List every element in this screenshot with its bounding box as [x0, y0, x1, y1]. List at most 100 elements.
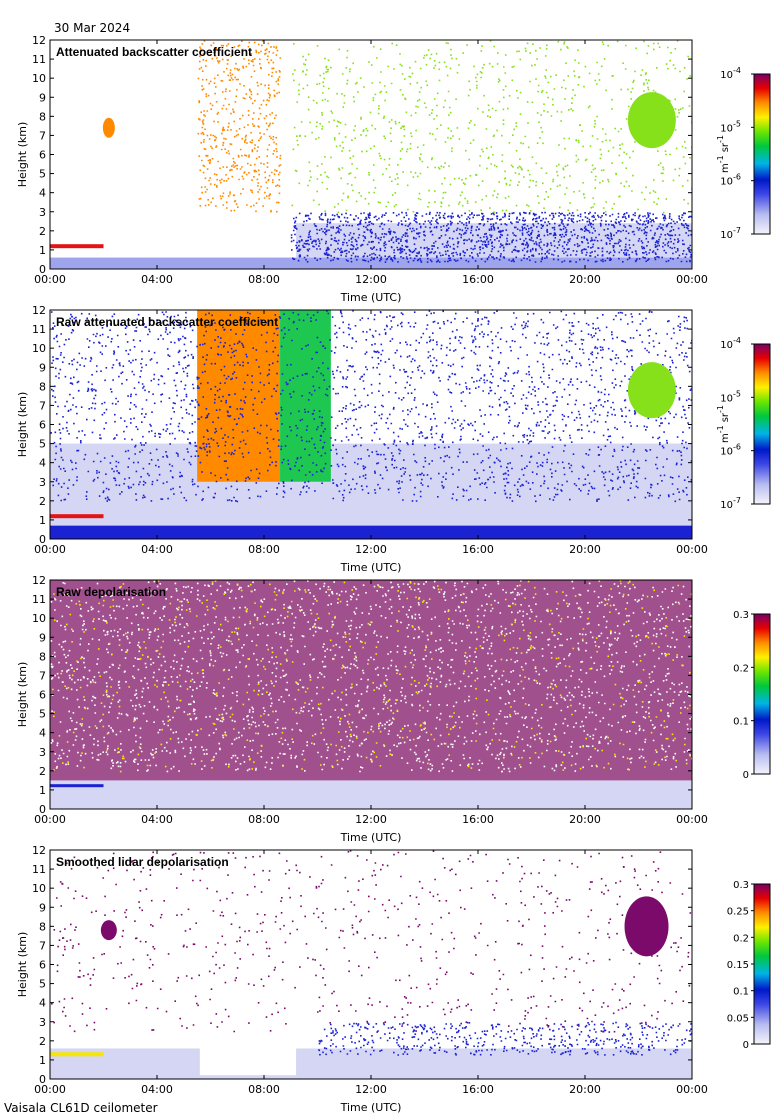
y-tick-label: 2 [39, 1035, 46, 1048]
y-tick-label: 4 [39, 997, 46, 1010]
colorbar-tick-label: 10-6 [720, 173, 741, 188]
x-tick-label: 08:00 [248, 1083, 280, 1096]
y-tick-label: 1 [39, 244, 46, 257]
x-tick-label: 04:00 [141, 813, 173, 826]
colorbar-tick-label: 10-6 [720, 443, 741, 458]
y-tick-label: 3 [39, 1016, 46, 1029]
panel-title: Raw depolarisation [56, 585, 166, 599]
x-tick-label: 16:00 [462, 543, 494, 556]
noise-low [50, 443, 692, 539]
plot-area [50, 850, 692, 1079]
x-tick-label: 12:00 [355, 543, 387, 556]
colorbar-unit: m-1sr-1 [716, 135, 731, 173]
y-tick-label: 12 [32, 844, 46, 857]
y-tick-label: 6 [39, 959, 46, 972]
x-tick-label: 00:00 [676, 543, 708, 556]
colorbar-tick-label: 0.25 [727, 907, 749, 918]
y-tick-label: 3 [39, 206, 46, 219]
y-axis-label: Height (km) [16, 122, 29, 188]
x-tick-label: 12:00 [355, 1083, 387, 1096]
x-tick-label: 20:00 [569, 1083, 601, 1096]
x-tick-label: 20:00 [569, 543, 601, 556]
x-tick-label: 20:00 [569, 273, 601, 286]
y-tick-label: 11 [32, 323, 46, 336]
colorbar-tick-label: 0.05 [727, 1013, 749, 1024]
y-tick-label: 3 [39, 476, 46, 489]
y-tick-label: 11 [32, 863, 46, 876]
panel-title: Smoothed lidar depolarisation [56, 855, 229, 869]
gap-region [199, 1029, 297, 1076]
y-tick-label: 8 [39, 110, 46, 123]
y-tick-label: 6 [39, 689, 46, 702]
y-tick-label: 9 [39, 361, 46, 374]
y-tick-label: 7 [39, 129, 46, 142]
colorbar-tick-label: 0.15 [727, 960, 749, 971]
y-tick-label: 10 [32, 72, 46, 85]
cirrus-cloud [624, 896, 669, 957]
x-tick-label: 04:00 [141, 273, 173, 286]
x-tick-label: 00:00 [676, 813, 708, 826]
y-tick-label: 11 [32, 593, 46, 606]
small-cloud [102, 117, 115, 138]
x-tick-label: 08:00 [248, 273, 280, 286]
colorbar-tick-label: 0.2 [733, 663, 749, 674]
x-tick-label: 08:00 [248, 813, 280, 826]
colorbar-tick-label: 10-5 [720, 119, 741, 134]
y-tick-label: 12 [32, 34, 46, 47]
panel-title: Raw attenuated backscatter coefficient [56, 315, 278, 329]
x-tick-label: 00:00 [34, 543, 66, 556]
y-tick-label: 11 [32, 53, 46, 66]
y-tick-label: 8 [39, 380, 46, 393]
heatmap-field [50, 580, 692, 809]
x-tick-label: 12:00 [355, 813, 387, 826]
y-tick-label: 0 [39, 533, 46, 546]
y-tick-label: 5 [39, 168, 46, 181]
date-label: 30 Mar 2024 [54, 21, 130, 35]
y-tick-label: 2 [39, 765, 46, 778]
y-tick-label: 4 [39, 187, 46, 200]
bright-block [197, 310, 281, 482]
colorbar-tick-label: 10-4 [720, 336, 741, 351]
y-tick-label: 1 [39, 1054, 46, 1067]
x-tick-label: 00:00 [34, 273, 66, 286]
y-tick-label: 9 [39, 631, 46, 644]
x-tick-label: 16:00 [462, 273, 494, 286]
cloud-base-layer [50, 1052, 104, 1057]
y-tick-label: 10 [32, 882, 46, 895]
colorbar-tick-label: 0 [743, 1040, 749, 1051]
y-tick-label: 3 [39, 746, 46, 759]
y-tick-label: 6 [39, 149, 46, 162]
panel-title: Attenuated backscatter coefficient [56, 45, 252, 59]
y-axis-label: Height (km) [16, 662, 29, 728]
y-tick-label: 7 [39, 399, 46, 412]
y-tick-label: 6 [39, 419, 46, 432]
y-tick-label: 0 [39, 803, 46, 816]
x-axis-label: Time (UTC) [340, 1101, 402, 1114]
x-tick-label: 00:00 [676, 273, 708, 286]
footer-label: Vaisala CL61D ceilometer [4, 1101, 158, 1115]
colorbar-tick-label: 10-5 [720, 389, 741, 404]
upper-speckle [291, 40, 692, 214]
colorbar-tick-label: 10-4 [720, 66, 741, 81]
y-tick-label: 0 [39, 1073, 46, 1086]
green-block [280, 310, 331, 482]
aerosol-speckle [318, 1021, 692, 1056]
cloud-base-layer [50, 514, 104, 519]
x-axis-label: Time (UTC) [340, 561, 402, 574]
y-tick-label: 9 [39, 91, 46, 104]
y-axis-label: Height (km) [16, 392, 29, 458]
cloud-base-layer [50, 244, 104, 249]
depol-noise [50, 580, 692, 809]
x-tick-label: 08:00 [248, 543, 280, 556]
x-tick-label: 04:00 [141, 543, 173, 556]
x-axis-label: Time (UTC) [340, 831, 402, 844]
x-tick-label: 00:00 [676, 1083, 708, 1096]
colorbar-tick-label: 0.2 [733, 933, 749, 944]
colorbar-tick-label: 0.1 [733, 987, 749, 998]
y-tick-label: 4 [39, 457, 46, 470]
y-tick-label: 5 [39, 708, 46, 721]
y-tick-label: 10 [32, 342, 46, 355]
